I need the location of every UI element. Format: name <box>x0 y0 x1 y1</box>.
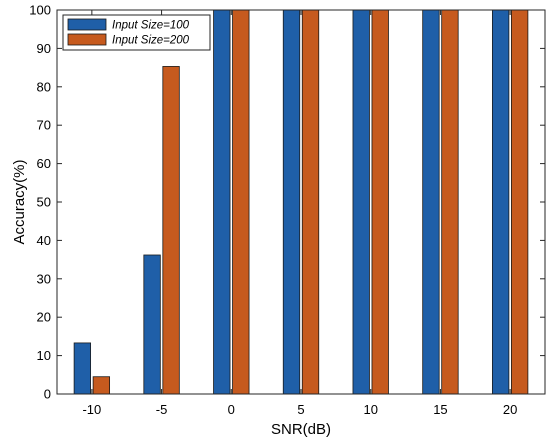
x-tick-label: 20 <box>503 402 517 417</box>
x-tick-label: -10 <box>82 402 101 417</box>
x-tick-label: -5 <box>156 402 168 417</box>
bar-series-1-20 <box>491 9 510 395</box>
y-tick-label: 30 <box>37 271 51 286</box>
bar-series-2-0 <box>232 9 250 395</box>
bar-series-1--5 <box>143 254 161 395</box>
x-tick-label: 15 <box>433 402 447 417</box>
bar-series-1-10 <box>352 9 370 395</box>
y-tick-label: 0 <box>44 387 51 402</box>
bar-series-1-15 <box>422 9 440 395</box>
x-axis-title: SNR(dB) <box>271 421 331 438</box>
y-tick-label: 100 <box>29 3 51 18</box>
bars-layer <box>73 9 529 395</box>
y-tick-label: 50 <box>37 195 51 210</box>
legend: Input Size=100 Input Size=200 <box>62 14 211 51</box>
bar-series-2--10 <box>92 376 111 395</box>
x-tick-label: 10 <box>363 402 377 417</box>
x-axis-ticks: -10 -5 0 5 10 15 20 <box>82 10 517 417</box>
y-tick-label: 80 <box>37 79 51 94</box>
y-tick-label: 60 <box>37 156 51 171</box>
legend-label-1: Input Size=100 <box>112 20 190 32</box>
y-tick-label: 90 <box>37 41 51 56</box>
legend-label-2: Input Size=200 <box>112 35 190 47</box>
x-tick-label: 0 <box>228 402 235 417</box>
x-tick-label: 5 <box>297 402 304 417</box>
y-tick-label: 10 <box>37 348 51 363</box>
bar-series-2-5 <box>301 9 320 395</box>
bar-series-2--5 <box>162 66 180 395</box>
legend-swatch-2 <box>67 33 107 46</box>
bar-series-2-20 <box>510 9 529 395</box>
bar-series-1--10 <box>73 342 92 395</box>
bar-series-2-15 <box>441 9 459 395</box>
bar-series-1-5 <box>282 9 301 395</box>
y-tick-label: 40 <box>37 233 51 248</box>
y-tick-label: 70 <box>37 118 51 133</box>
y-axis-ticks: 0 10 20 30 40 50 60 70 80 90 100 <box>29 3 545 402</box>
legend-swatch-1 <box>67 18 107 31</box>
y-axis-title: Accuracy(%) <box>11 159 28 244</box>
bar-series-1-0 <box>213 9 231 395</box>
y-tick-label: 20 <box>37 310 51 325</box>
bar-series-2-10 <box>371 9 389 395</box>
